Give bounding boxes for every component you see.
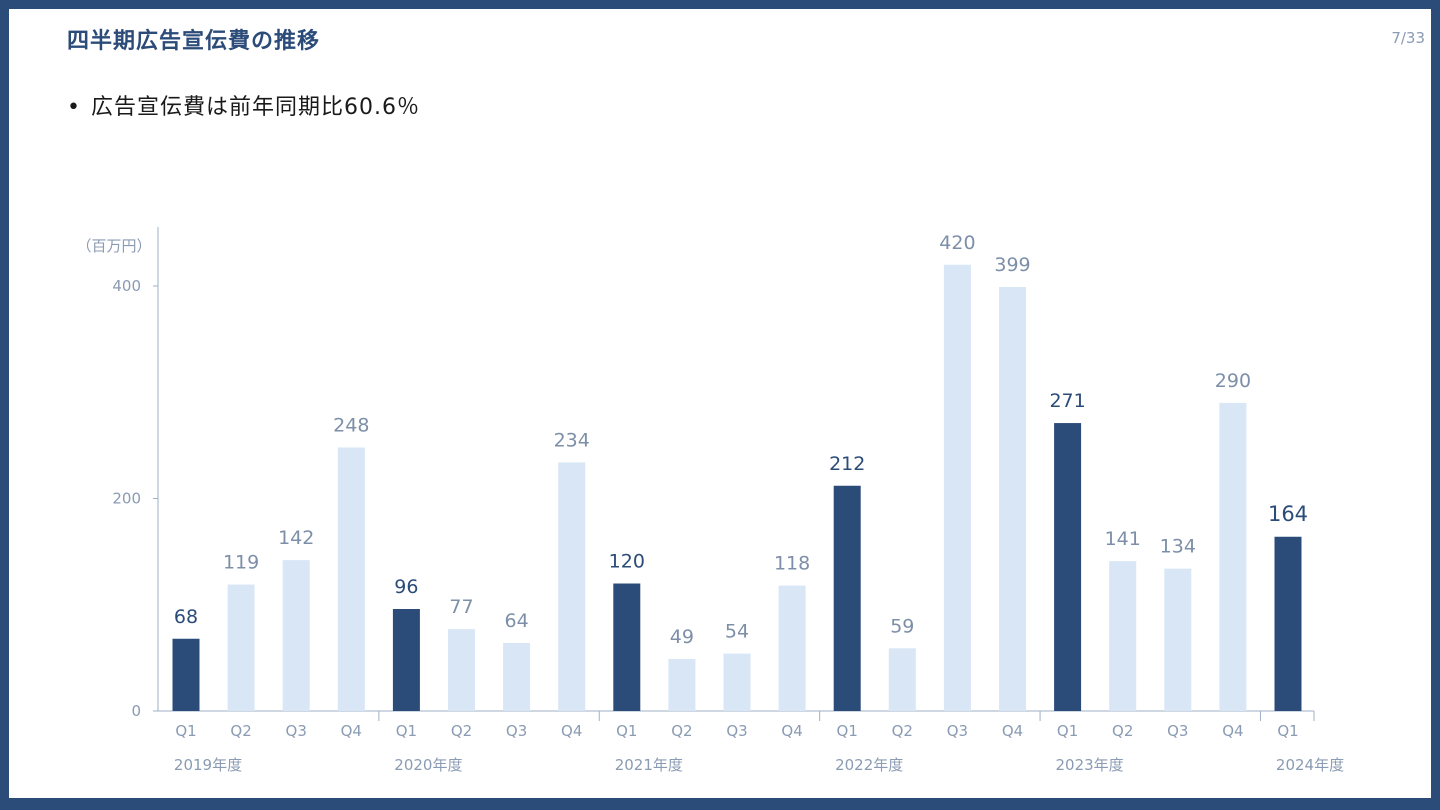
x-tick-label: Q3 [506, 722, 527, 740]
group-label: 2019年度 [174, 756, 242, 774]
data-label: 119 [223, 552, 259, 574]
slide: 四半期広告宣伝費の推移 7/33 • 広告宣伝費は前年同期比60.6％ （百万円）… [9, 9, 1431, 798]
x-tick-label: Q2 [1112, 722, 1133, 740]
x-tick-label: Q1 [616, 722, 637, 740]
bar [668, 658, 696, 711]
group-label: 2020年度 [394, 756, 462, 774]
data-label: 120 [609, 551, 645, 573]
y-tick-label: 0 [131, 702, 141, 720]
x-tick-label: Q2 [892, 722, 913, 740]
x-tick-label: Q4 [561, 722, 582, 740]
data-label: 77 [449, 596, 473, 618]
bar [613, 583, 641, 711]
bar [833, 485, 861, 711]
bar [282, 560, 310, 711]
x-tick-label: Q2 [451, 722, 472, 740]
group-label: 2024年度 [1276, 756, 1344, 774]
y-tick-label: 200 [112, 490, 141, 508]
page-number: 7/33 [1391, 29, 1425, 47]
data-label: 248 [333, 415, 369, 437]
data-label: 271 [1049, 390, 1085, 412]
bar [448, 629, 475, 711]
data-label: 420 [939, 232, 975, 254]
x-tick-label: Q4 [1002, 722, 1023, 740]
x-tick-label: Q2 [671, 722, 692, 740]
bullet-label: 広告宣伝費は前年同期比60.6％ [90, 95, 420, 120]
x-tick-label: Q1 [1057, 722, 1078, 740]
data-label: 49 [670, 626, 694, 648]
x-tick-label: Q3 [726, 722, 747, 740]
group-label: 2021年度 [615, 756, 683, 774]
x-tick-label: Q1 [1277, 722, 1298, 740]
data-label: 212 [829, 453, 865, 475]
x-tick-label: Q1 [396, 722, 417, 740]
bar [227, 584, 255, 711]
bar [888, 648, 916, 711]
bullet-dot: • [67, 95, 81, 120]
bar [558, 462, 586, 711]
bar [943, 264, 971, 711]
x-tick-label: Q1 [837, 722, 858, 740]
bullet-text: • 広告宣伝費は前年同期比60.6％ [67, 89, 420, 121]
y-tick-label: 400 [112, 277, 141, 295]
bar [337, 447, 365, 711]
data-label: 290 [1215, 370, 1251, 392]
data-label: 118 [774, 553, 810, 575]
bar [1164, 568, 1192, 711]
group-label: 2023年度 [1056, 756, 1124, 774]
data-label: 164 [1268, 502, 1308, 526]
data-label: 141 [1105, 528, 1141, 550]
bar [1219, 402, 1247, 711]
x-tick-label: Q4 [341, 722, 362, 740]
data-label: 68 [174, 606, 198, 628]
bar [172, 638, 200, 711]
data-label: 96 [394, 576, 418, 598]
bar [503, 643, 531, 711]
data-label: 59 [890, 615, 914, 637]
group-label: 2022年度 [835, 756, 903, 774]
bar [778, 585, 806, 711]
bar [1274, 536, 1302, 711]
x-tick-label: Q4 [781, 722, 802, 740]
data-label: 234 [554, 429, 590, 451]
x-tick-label: Q1 [175, 722, 196, 740]
data-label: 142 [278, 527, 314, 549]
bar [999, 287, 1026, 711]
y-unit-label: （百万円） [76, 237, 151, 255]
data-label: 54 [725, 621, 749, 643]
x-tick-label: Q2 [230, 722, 251, 740]
page-title: 四半期広告宣伝費の推移 [67, 29, 321, 54]
bar [723, 653, 751, 711]
x-tick-label: Q4 [1222, 722, 1243, 740]
x-tick-label: Q3 [286, 722, 307, 740]
bar [1054, 423, 1082, 711]
bar-chart: （百万円） 0 200 400 68 Q1 119 Q2 142 Q3 248 Q4 96 Q1 77 Q2 6… [76, 227, 1344, 774]
bar [1109, 561, 1137, 711]
x-tick-label: Q3 [947, 722, 968, 740]
data-label: 134 [1160, 536, 1196, 558]
x-tick-label: Q3 [1167, 722, 1188, 740]
bar [392, 609, 420, 711]
data-label: 64 [505, 610, 529, 632]
data-label: 399 [994, 254, 1030, 276]
